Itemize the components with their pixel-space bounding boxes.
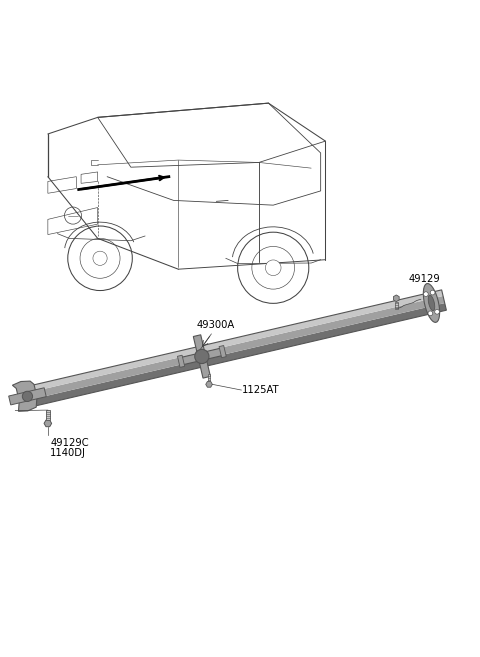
Polygon shape [24,290,443,394]
Polygon shape [428,295,435,311]
Polygon shape [206,382,212,387]
Polygon shape [9,388,46,405]
Text: 49300A: 49300A [197,320,235,330]
Polygon shape [395,302,398,309]
Polygon shape [12,381,36,396]
Polygon shape [25,296,445,400]
Polygon shape [46,410,50,420]
Text: 49129C: 49129C [50,438,89,447]
Polygon shape [394,295,399,302]
Circle shape [430,290,435,295]
Polygon shape [193,335,210,378]
Polygon shape [180,348,224,365]
Polygon shape [178,355,185,367]
Circle shape [428,311,433,316]
Circle shape [423,292,428,296]
Circle shape [265,260,281,275]
Polygon shape [208,374,211,381]
Text: 49129: 49129 [408,275,440,284]
Polygon shape [44,420,52,426]
Circle shape [435,309,440,314]
Circle shape [93,251,107,265]
Polygon shape [423,284,440,323]
Circle shape [195,350,209,363]
Text: 1140DJ: 1140DJ [50,448,86,458]
Polygon shape [18,397,37,411]
Text: 1125AT: 1125AT [242,385,280,395]
Polygon shape [27,303,446,407]
Circle shape [23,391,33,401]
Polygon shape [219,346,226,357]
